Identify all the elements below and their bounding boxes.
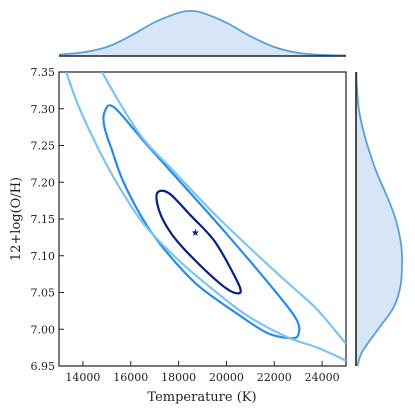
y-tick-label: 7.25 xyxy=(31,140,56,153)
top-marginal-curve xyxy=(58,10,347,57)
contour-inner xyxy=(155,189,242,295)
contour-outer-2 xyxy=(101,72,346,345)
y-tick-label: 7.35 xyxy=(31,66,56,79)
top-marginal-density xyxy=(58,10,347,57)
y-tick-label: 7.00 xyxy=(31,323,56,336)
y-tick-label: 7.30 xyxy=(31,103,56,116)
y-axis-ticks: 6.95 7.00 7.05 7.10 7.15 7.20 7.25 7.30 7.35 xyxy=(31,66,64,373)
top-marginal-fill xyxy=(59,10,346,56)
x-tick-label: 16000 xyxy=(113,371,148,384)
contour-group xyxy=(65,72,346,362)
best-fit-star-marker: ★ xyxy=(191,228,200,239)
y-tick-label: 7.20 xyxy=(31,176,56,189)
x-axis-ticks: 14000 16000 18000 20000 22000 24000 xyxy=(65,361,340,384)
main-plot-area: 14000 16000 18000 20000 22000 24000 6.95 7.00 7… xyxy=(31,66,347,384)
x-axis-label: Temperature (K) xyxy=(147,390,256,405)
right-marginal-curve xyxy=(355,71,404,367)
y-axis-label: 12+log(O/H) xyxy=(9,177,24,261)
x-tick-label: 18000 xyxy=(161,371,196,384)
x-tick-label: 24000 xyxy=(305,371,340,384)
right-marginal-density xyxy=(355,71,404,367)
x-tick-label: 20000 xyxy=(209,371,244,384)
contour-middle xyxy=(102,104,301,340)
y-tick-label: 7.10 xyxy=(31,250,56,263)
y-tick-label: 7.15 xyxy=(31,213,56,226)
plot-frame xyxy=(58,71,347,367)
contour-outer-1 xyxy=(65,72,346,362)
y-tick-label: 6.95 xyxy=(31,360,56,373)
x-tick-label: 22000 xyxy=(257,371,292,384)
y-tick-label: 7.05 xyxy=(31,287,56,300)
x-tick-label: 14000 xyxy=(65,371,100,384)
right-marginal-fill xyxy=(356,72,403,366)
